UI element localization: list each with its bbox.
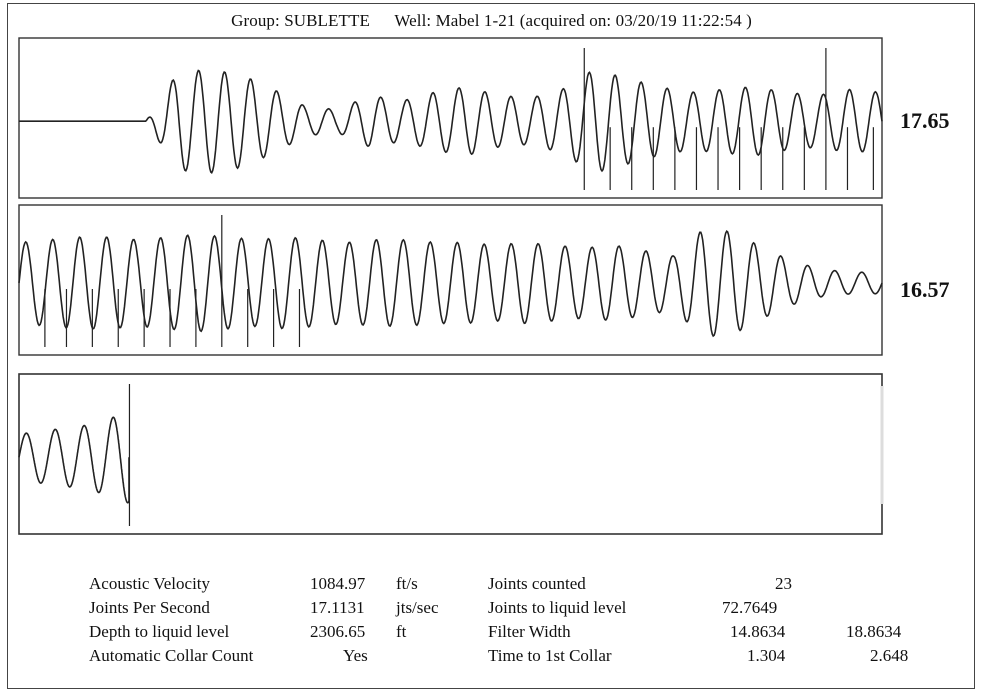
chart-frame [7, 3, 975, 689]
chart-header: Group: SUBLETTE Well: Mabel 1-21 (acquir… [0, 11, 983, 31]
acoustic-trace [19, 69, 883, 174]
trace-panel-2 [18, 204, 883, 356]
trace-panel-1 [18, 37, 883, 199]
panel-2-value: 16.57 [900, 277, 950, 302]
group-label: Group: SUBLETTE [231, 11, 370, 30]
well-label: Well: Mabel 1-21 (acquired on: 03/20/19 … [394, 11, 752, 30]
acoustic-trace [18, 229, 883, 338]
acoustic-trace [18, 416, 130, 504]
panel-frame [18, 373, 883, 535]
panel-1-value: 17.65 [900, 108, 950, 133]
trace-panel-3 [18, 373, 884, 535]
